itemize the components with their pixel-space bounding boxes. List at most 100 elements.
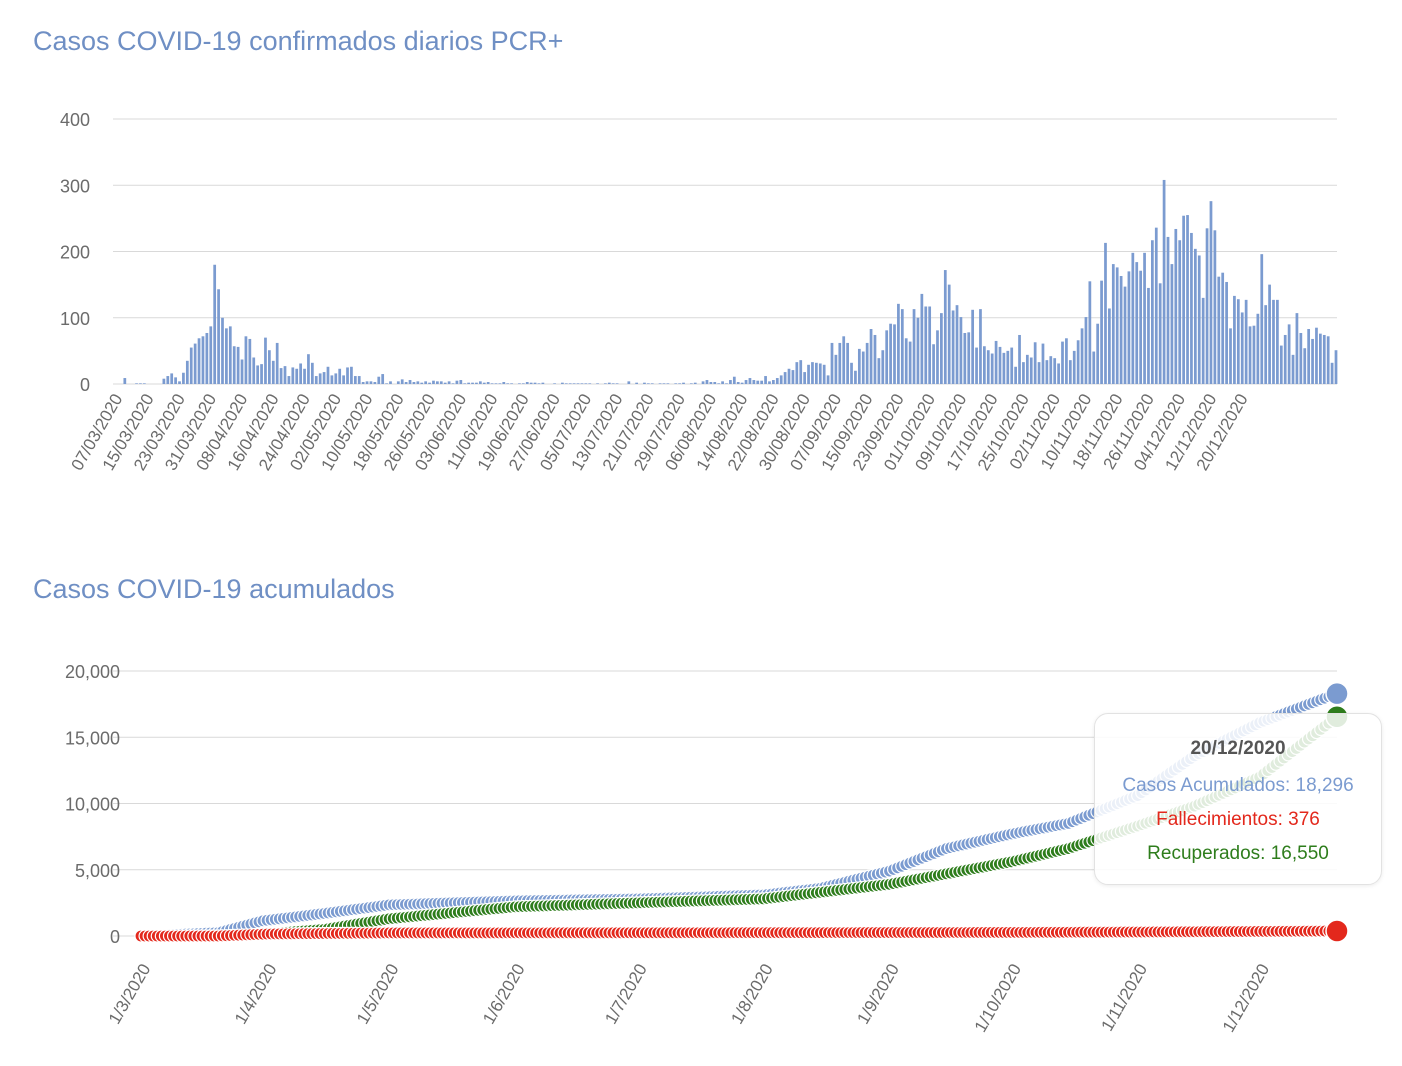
bar [701,381,705,384]
bar [920,293,924,384]
bar [396,381,400,384]
bar [123,378,127,384]
bar [1158,283,1162,384]
bar [166,376,170,384]
bar [1260,254,1264,384]
bar [369,381,373,384]
bar [209,326,213,384]
bar [756,380,760,384]
bar [1014,366,1017,384]
x-tick-label: 1/4/2020 [231,961,281,1028]
accumulated-cases-chart-title: Casos COVID-19 acumulados [33,574,395,604]
x-tick-label: 1/5/2020 [353,961,403,1028]
bar [986,350,990,384]
bar [787,368,791,384]
bar [314,376,318,384]
bar [1217,276,1221,384]
bar [764,376,767,384]
y-tick-label: 5,000 [75,861,120,881]
bar [1151,240,1154,384]
bar [338,368,342,384]
bar [232,346,236,384]
bar [908,341,912,384]
bar [1100,280,1103,384]
tooltip-recovered: Recuperados: 16,550 [1147,843,1329,864]
bar [436,381,439,384]
bar [377,376,381,384]
bar [451,383,455,384]
bar [357,376,361,384]
bar [1299,332,1303,384]
bar [162,378,166,384]
bar [1033,342,1037,384]
bar [779,375,783,384]
bar [1268,284,1271,384]
bar [1088,281,1092,384]
bar [244,336,248,384]
bar [1068,360,1072,384]
bar [1213,230,1217,384]
bar [1334,350,1338,384]
bar [139,383,142,384]
daily-cases-bar-chart[interactable]: 010020030040007/03/202015/03/202023/03/2… [0,0,1402,540]
bar [1061,341,1064,384]
bar [178,381,181,384]
bar [814,362,818,384]
bar [1178,240,1182,384]
bar [424,381,428,384]
y-tick-label: 10,000 [65,795,120,815]
bar [1123,286,1127,384]
bar [1256,313,1260,384]
bar [928,306,932,384]
bar [1233,295,1236,384]
bar [1244,299,1248,384]
x-tick-label: 1/8/2020 [727,961,777,1028]
bar [729,380,732,384]
bar [822,364,826,384]
bar [1182,215,1185,384]
bar [268,350,271,384]
bar [951,310,955,384]
bar [197,338,201,384]
bar [385,383,388,384]
bar [1096,323,1100,384]
bar [725,383,728,384]
bar [990,353,994,384]
bar [1076,340,1080,384]
bar [271,360,275,384]
bar [228,326,232,384]
bar [521,383,525,384]
bar [1065,338,1068,384]
bar [221,317,224,384]
bar [1108,308,1111,384]
bar [857,348,861,384]
bar [588,383,592,384]
bar [279,368,283,384]
bar [1041,343,1045,384]
bar [635,382,639,384]
bar [775,378,779,384]
bar [1229,328,1232,384]
bar [420,382,424,384]
bar [850,362,853,384]
x-tick-label: 1/6/2020 [479,961,529,1028]
bar [1240,312,1244,384]
bar [772,380,775,384]
bar [1119,276,1123,384]
bar [947,284,951,384]
bar [678,383,681,384]
bar [287,376,291,384]
bar [1205,228,1209,384]
bar [1330,362,1334,384]
bar [1162,179,1166,384]
bar [932,344,935,384]
bar [201,336,205,384]
bar [1307,329,1311,384]
bar [752,380,756,384]
bar [783,372,787,384]
bar [1276,299,1279,384]
bar [994,340,998,384]
bar [1092,351,1096,384]
bar [350,366,353,384]
